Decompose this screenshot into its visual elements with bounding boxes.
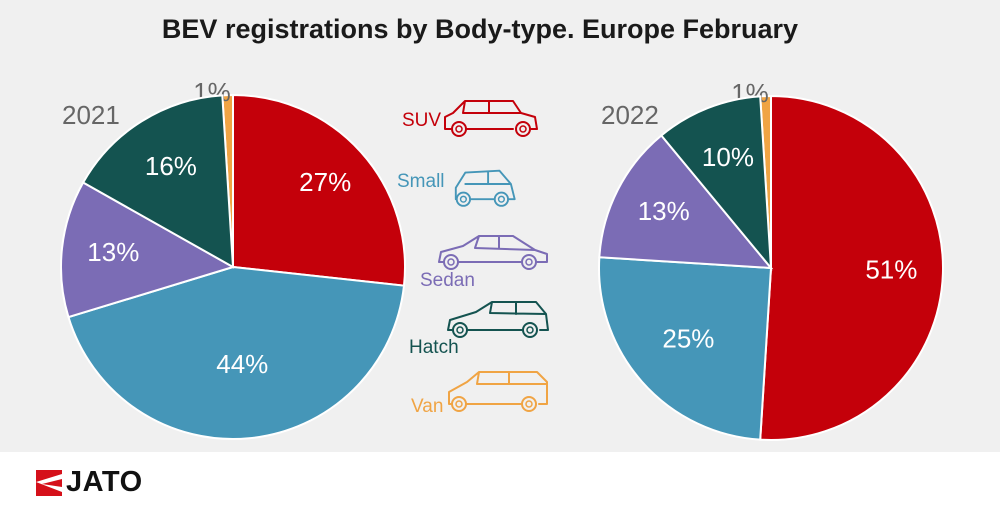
legend-label-suv: SUV <box>402 110 441 131</box>
pie-slice-2021-sedan <box>60 181 236 319</box>
pie-slice-2022-suv <box>759 94 944 441</box>
sedan-car-icon <box>438 235 548 270</box>
pie-chart-2022: 1%51%25%13%10%2022 <box>598 78 944 441</box>
brand-name: JATO <box>66 466 143 498</box>
pie-label-2022-suv: 51% <box>865 255 917 285</box>
chart-title: BEV registrations by Body-type. Europe F… <box>161 14 799 44</box>
pie-label-2021-sedan: 13% <box>87 237 139 267</box>
small-car-icon <box>454 169 516 207</box>
pie-label-2022-hatch: 10% <box>702 142 754 172</box>
pie-slice-2021-suv <box>232 93 406 287</box>
pie-label-2021-hatch: 16% <box>145 151 197 181</box>
legend-label-sedan: Sedan <box>420 270 475 291</box>
hatch-car-icon <box>447 301 549 338</box>
footer <box>0 452 1000 514</box>
jato-logo-icon <box>36 469 62 496</box>
pie-label-2022-sedan: 13% <box>638 196 690 226</box>
pie-slice-2022-hatch <box>659 95 773 272</box>
pie-label-2021-small: 44% <box>216 349 268 379</box>
pie-slice-2022-sedan <box>598 134 774 270</box>
suv-car-icon <box>444 100 538 137</box>
pie-chart-2021: 1%27%44%13%16%2021 <box>60 77 406 440</box>
brand-logo: JATO <box>36 466 143 499</box>
pie-year-label-2021: 2021 <box>62 100 120 130</box>
pie-label-2022-small: 25% <box>662 324 714 354</box>
pie-slice-2021-hatch <box>81 94 235 269</box>
chart-area: 1%27%44%13%16%2021 1%51%25%13%10%2022 SU… <box>60 77 944 441</box>
pie-slice-2021-small <box>67 265 406 440</box>
pie-slice-2022-small <box>598 256 773 441</box>
legend-label-van: Van <box>411 396 443 417</box>
legend-label-small: Small <box>397 171 445 192</box>
legend-label-hatch: Hatch <box>409 337 459 358</box>
van-car-icon <box>448 371 548 412</box>
pie-year-label-2022: 2022 <box>601 100 659 130</box>
pie-label-2021-suv: 27% <box>299 167 351 197</box>
legend: SUV Small Sedan Hatch Van <box>397 100 549 417</box>
